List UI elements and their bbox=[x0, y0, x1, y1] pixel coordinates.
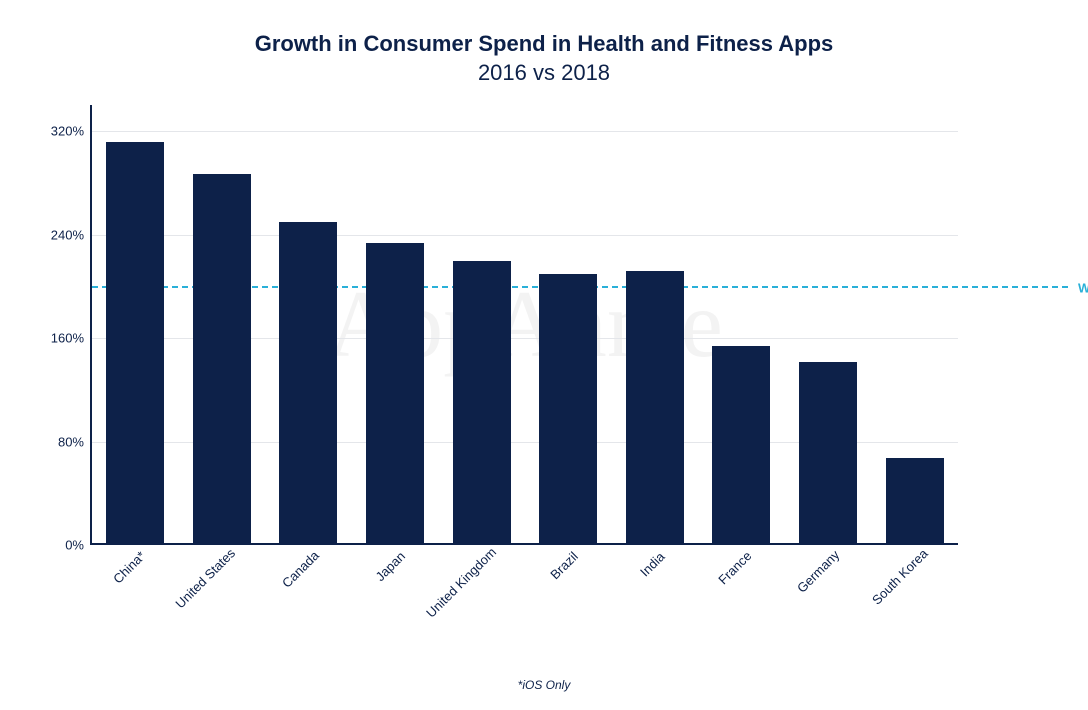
y-axis-tick-label: 320% bbox=[51, 124, 92, 139]
chart-container: Growth in Consumer Spend in Health and F… bbox=[0, 0, 1088, 710]
bar bbox=[279, 222, 337, 543]
bar bbox=[193, 174, 251, 543]
bar bbox=[366, 243, 424, 543]
bar bbox=[106, 142, 164, 543]
y-axis-tick-label: 160% bbox=[51, 331, 92, 346]
bar bbox=[626, 271, 684, 543]
y-axis-tick-label: 80% bbox=[58, 434, 92, 449]
y-axis-tick-label: 0% bbox=[65, 538, 92, 553]
chart-footnote: *iOS Only bbox=[0, 678, 1088, 692]
chart-subtitle: 2016 vs 2018 bbox=[20, 59, 1068, 88]
plot-area: AppAnnie China*United StatesCanadaJapanU… bbox=[90, 105, 958, 545]
bar bbox=[799, 362, 857, 543]
bar bbox=[886, 458, 944, 543]
chart-title: Growth in Consumer Spend in Health and F… bbox=[20, 30, 1068, 59]
bars-row bbox=[92, 105, 958, 543]
chart-title-block: Growth in Consumer Spend in Health and F… bbox=[20, 30, 1068, 87]
worldwide-reference-label: Worldwide bbox=[1068, 281, 1088, 296]
bar bbox=[453, 261, 511, 543]
y-axis-tick-label: 240% bbox=[51, 227, 92, 242]
bar bbox=[539, 274, 597, 543]
bar bbox=[712, 346, 770, 543]
